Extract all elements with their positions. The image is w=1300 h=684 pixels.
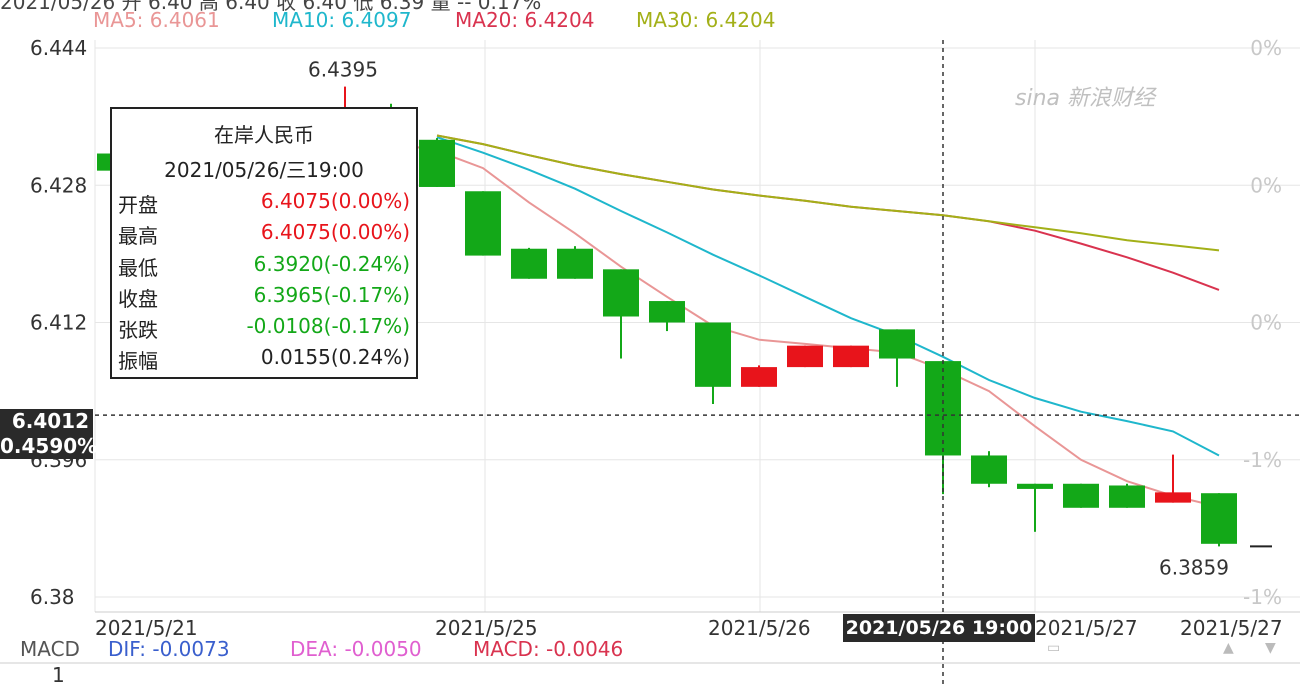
tooltip-value: 6.4075(0.00%)	[260, 189, 410, 213]
quote-tooltip: 在岸人民币 2021/05/26/三19:00 开盘 6.4075(0.00%)…	[110, 107, 418, 379]
y-tick-label: 6.412	[30, 311, 87, 335]
tooltip-value: 6.3965(-0.17%)	[253, 283, 410, 307]
macd-title: MACD	[20, 637, 80, 661]
tooltip-key: 振幅	[118, 349, 158, 373]
candle-body	[1201, 493, 1237, 544]
crosshair-percent: 0.4590%	[0, 434, 98, 458]
x-tick-label: 2021/5/25	[435, 616, 538, 640]
tooltip-row-open: 开盘 6.4075(0.00%)	[118, 189, 410, 219]
ma10-label: MA10: 6.4097	[272, 8, 412, 32]
tooltip-value: -0.0108(-0.17%)	[246, 314, 410, 338]
y-tick-label: 6.428	[30, 173, 87, 197]
macd-dea: DEA: -0.0050	[290, 637, 422, 661]
crosshair-price-flag: 6.4012 0.4590%	[0, 409, 98, 459]
candle-body	[1155, 492, 1191, 503]
low-annotation: 6.3859	[1159, 555, 1229, 579]
candle-body	[1017, 483, 1053, 489]
candle-body	[649, 301, 685, 323]
tooltip-key: 收盘	[118, 287, 158, 311]
ma5-line	[298, 141, 1220, 508]
tooltip-value: 0.0155(0.24%)	[260, 345, 410, 369]
candle-body	[971, 455, 1007, 484]
candle-body	[603, 269, 639, 317]
macd-axis-tick: 1	[52, 663, 65, 684]
tooltip-key: 最高	[118, 224, 158, 248]
macd-legend: MACD DIF: -0.0073 DEA: -0.0050 MACD: -0.…	[0, 637, 1300, 663]
tooltip-value: 6.3920(-0.24%)	[253, 252, 410, 276]
tooltip-key: 最低	[118, 256, 158, 280]
tooltip-row-change: 张跌 -0.0108(-0.17%)	[118, 314, 410, 344]
sina-finance-watermark: sina 新浪财经	[1015, 86, 1155, 111]
x-tick-label: 2021/5/27	[1035, 616, 1138, 640]
tooltip-value: 6.4075(0.00%)	[260, 220, 410, 244]
candle-body	[557, 248, 593, 279]
range-handle-icon[interactable]: ▭	[1047, 640, 1061, 656]
x-tick-label: 2021/5/21	[95, 616, 198, 640]
candle-body	[1063, 483, 1099, 508]
crosshair-price: 6.4012	[11, 409, 89, 433]
high-annotation: 6.4395	[308, 58, 378, 82]
candle-body	[833, 345, 869, 368]
tooltip-key: 张跌	[118, 318, 158, 342]
candle-body	[465, 191, 501, 256]
x-tick-label: 2021/5/27	[1180, 616, 1283, 640]
y-tick-label: 6.444	[30, 36, 87, 60]
macd-value: MACD: -0.0046	[473, 637, 624, 661]
tooltip-row-high: 最高 6.4075(0.00%)	[118, 220, 410, 250]
ma5-label: MA5: 6.4061	[93, 8, 220, 32]
moving-average-legend: MA5: 6.4061 MA10: 6.4097 MA20: 6.4204 MA…	[0, 8, 1300, 36]
macd-dif: DIF: -0.0073	[108, 637, 230, 661]
zoom-out-icon[interactable]: ▼	[1265, 640, 1276, 656]
ma10-line	[436, 136, 1220, 457]
crosshair-time-flag: 2021/05/26 19:00	[843, 614, 1035, 642]
pct-tick-label: 0%	[1250, 311, 1282, 335]
previous-quote-row: 2021/05/26 开 6.40 高 6.40 收 6.40 低 6.39 量…	[0, 0, 542, 14]
zoom-in-icon[interactable]: ▲	[1223, 640, 1234, 656]
candle-body	[1109, 485, 1145, 508]
tooltip-row-amplitude: 振幅 0.0155(0.24%)	[118, 345, 410, 375]
tooltip-row-low: 最低 6.3920(-0.24%)	[118, 252, 410, 282]
ma30-label: MA30: 6.4204	[636, 8, 776, 32]
chart-controls: ▭ ▲ ▼	[1045, 640, 1285, 660]
pct-tick-label: 0%	[1250, 173, 1282, 197]
ma20-line	[436, 134, 1220, 291]
candle-body	[787, 345, 823, 368]
pct-tick-label: -1%	[1243, 585, 1282, 609]
x-tick-label: 2021/5/26	[708, 616, 811, 640]
tooltip-title: 在岸人民币	[214, 123, 314, 147]
candle-body	[419, 139, 455, 187]
candle-body	[511, 248, 547, 279]
tooltip-row-close: 收盘 6.3965(-0.17%)	[118, 283, 410, 313]
candle-body	[879, 329, 915, 359]
y-tick-label: 6.38	[30, 585, 75, 609]
candle-body	[741, 367, 777, 387]
ma20-label: MA20: 6.4204	[455, 8, 595, 32]
tooltip-key: 开盘	[118, 193, 158, 217]
pct-tick-label: 0%	[1250, 36, 1282, 60]
candle-body	[695, 322, 731, 387]
tooltip-date: 2021/05/26/三19:00	[164, 158, 364, 182]
ma30-line	[436, 134, 1220, 252]
pct-tick-label: -1%	[1243, 448, 1282, 472]
